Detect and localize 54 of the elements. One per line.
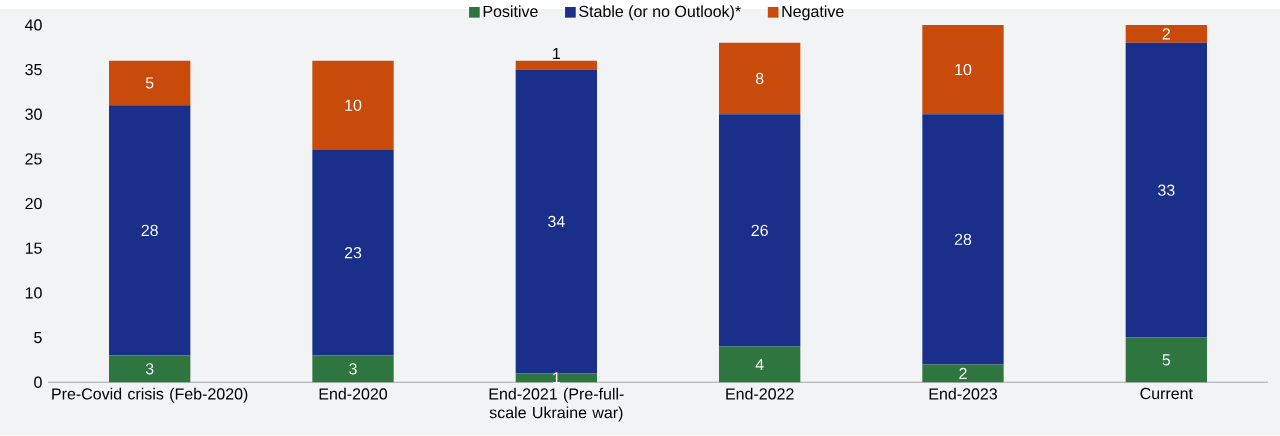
y-tick-label: 40 (24, 19, 42, 31)
bar (1125, 25, 1207, 43)
data-label: 5 (1162, 354, 1171, 366)
x-tick-label: End-2023 (929, 388, 997, 400)
data-label: 33 (1158, 184, 1175, 197)
data-label: 3 (349, 363, 357, 375)
bar (922, 364, 1004, 383)
y-tick-label: 5 (34, 332, 42, 344)
x-tick-label: End-2022 (726, 388, 794, 400)
y-tick-label: 20 (25, 198, 42, 210)
data-label: 2 (1162, 28, 1170, 40)
y-tick-label: 0 (34, 376, 42, 389)
bar (922, 114, 1004, 365)
data-label: 10 (345, 99, 362, 112)
bar (109, 60, 191, 106)
bar (922, 25, 1004, 115)
data-label: 1 (553, 372, 561, 384)
bar (312, 355, 394, 383)
bar (312, 150, 394, 356)
bar (1125, 42, 1207, 338)
legend-label: Negative (782, 5, 844, 21)
bar (719, 346, 801, 383)
x-tick-label: Pre-Covid crisis (Feb-2020) (52, 388, 248, 403)
x-tick-label: End-2020 (319, 388, 388, 400)
y-tick-label: 35 (25, 64, 42, 76)
data-label: 10 (955, 64, 972, 76)
bar (1125, 337, 1207, 383)
data-label: 8 (755, 73, 764, 85)
y-tick-label: 25 (25, 153, 42, 165)
bar (719, 42, 801, 115)
bar (109, 105, 191, 356)
data-label: 1 (553, 48, 561, 60)
bar (312, 60, 394, 151)
x-tick-label: End-2021 (Pre-full-scale Ukraine war) (489, 388, 624, 422)
x-tick-label: Current (1140, 388, 1193, 400)
data-label: 28 (954, 233, 972, 246)
data-label: 5 (145, 77, 154, 89)
legend-label: Stable (or no Outlook)* (579, 5, 741, 21)
bar (515, 373, 598, 383)
data-label: 3 (145, 363, 154, 375)
data-label: 28 (141, 224, 158, 237)
legend-label: Positive (483, 5, 538, 18)
data-label: 26 (751, 224, 768, 237)
data-label: 34 (548, 215, 565, 228)
bar (515, 60, 598, 70)
y-tick-label: 30 (25, 108, 42, 121)
y-tick-label: 10 (25, 287, 42, 299)
bar (719, 114, 801, 347)
data-label: 23 (344, 247, 362, 259)
y-tick-label: 15 (25, 242, 42, 255)
data-label: 4 (755, 359, 764, 371)
bar (515, 69, 598, 374)
bar (109, 355, 191, 383)
data-label: 2 (959, 367, 967, 380)
